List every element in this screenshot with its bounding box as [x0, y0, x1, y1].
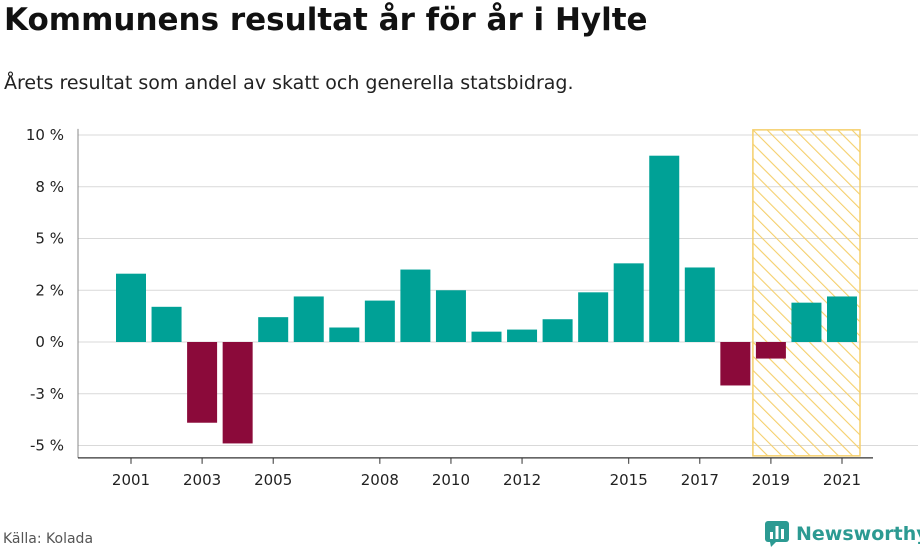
bar-2007: [329, 327, 360, 342]
y-tick-label: 2 %: [35, 281, 64, 299]
source-note: Källa: Kolada: [3, 531, 94, 547]
bars: [116, 155, 857, 444]
bar-2003: [187, 342, 218, 423]
bar-2009: [400, 269, 431, 342]
bar-2011: [471, 331, 502, 342]
bar-2002: [151, 306, 182, 342]
bar-2001: [116, 273, 146, 342]
x-tick-label: 2010: [432, 471, 470, 489]
axes: 10 % 8 % 5 % 2 % 0 % -3 % -5 % 2001 2003 2005 2008…: [26, 126, 873, 489]
bar-2012: [507, 329, 538, 342]
bar-chart: 10 % 8 % 5 % 2 % 0 % -3 % -5 % 2001 2003 2005 2008…: [26, 126, 918, 489]
bar-2005: [258, 317, 289, 342]
y-tick-label: 8 %: [35, 178, 64, 196]
x-tick-label: 2019: [752, 471, 790, 489]
bar-2008: [364, 300, 395, 342]
forecast-area: [752, 129, 861, 457]
bar-2010: [435, 290, 466, 342]
forecast-region: [752, 129, 861, 457]
bar-2013: [542, 319, 573, 342]
x-tick-label: 2015: [610, 471, 648, 489]
x-tick-label: 2001: [112, 471, 150, 489]
x-tick-label: 2003: [183, 471, 221, 489]
brand-name: Newsworthy: [796, 523, 920, 545]
x-tick-label: 2008: [361, 471, 399, 489]
bar-2019: [755, 342, 786, 359]
y-tick-label: 5 %: [35, 230, 64, 248]
bar-2004: [222, 342, 253, 444]
chart-title: Kommunens resultat år för år i Hylte: [4, 2, 648, 38]
bar-2018: [720, 342, 751, 386]
x-tick-label: 2021: [823, 471, 861, 489]
y-tick-label: 10 %: [26, 126, 64, 144]
bar-2014: [578, 292, 609, 342]
newsworthy-logo-icon: [765, 521, 789, 547]
bar-2021: [827, 296, 857, 342]
brand-logo[interactable]: Newsworthy: [764, 519, 920, 549]
bar-2016: [649, 155, 680, 342]
x-tick-label: 2005: [254, 471, 292, 489]
x-tick-label: 2012: [503, 471, 541, 489]
y-tick-label: 0 %: [35, 333, 64, 351]
bar-2020: [791, 302, 822, 342]
x-tick-label: 2017: [681, 471, 719, 489]
bar-2006: [293, 296, 324, 342]
y-tick-label: -3 %: [30, 385, 64, 403]
bar-2017: [684, 267, 715, 342]
chart-subtitle: Årets resultat som andel av skatt och ge…: [4, 72, 574, 94]
bar-2015: [613, 263, 644, 342]
y-tick-label: -5 %: [30, 437, 64, 455]
